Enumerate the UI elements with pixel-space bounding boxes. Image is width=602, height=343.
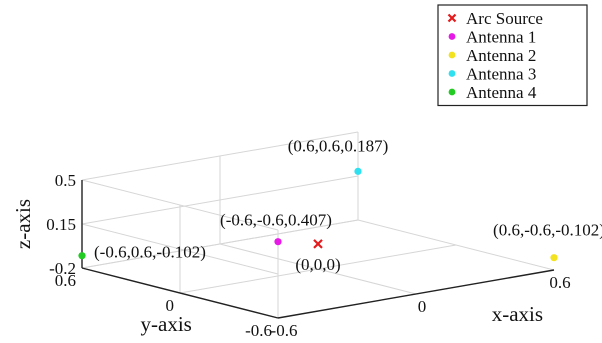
grid-line xyxy=(81,175,359,225)
legend-marker xyxy=(448,70,456,77)
legend-marker-cross xyxy=(447,13,457,23)
x-tick-label: 0 xyxy=(418,297,427,316)
z-axis-label: z-axis xyxy=(11,199,35,249)
x-axis-line xyxy=(277,269,555,319)
grid-line xyxy=(179,244,457,294)
tick-labels: -0.600.6-0.600.6-0.20.150.5 xyxy=(46,171,570,340)
point-label: (0,0,0) xyxy=(295,255,340,274)
y-axis-line xyxy=(81,267,279,319)
legend-marker xyxy=(448,51,456,59)
data-points: (0,0,0) (-0.6,-0.6,0.407) (0.6,-0.6,-0.102… xyxy=(78,136,602,274)
grid-line xyxy=(81,131,359,181)
legend-label: Antenna 2 xyxy=(466,46,536,65)
x-tick-label: 0.6 xyxy=(549,273,570,292)
point-label: (-0.6,-0.6,0.407) xyxy=(220,211,332,230)
legend-marker xyxy=(448,88,456,96)
legend-label: Antenna 3 xyxy=(466,65,536,84)
point-label: (-0.6,0.6,-0.102) xyxy=(94,243,206,262)
point-marker xyxy=(274,238,282,246)
x-axis-label: x-axis xyxy=(492,302,543,326)
point-marker xyxy=(550,254,558,262)
y-tick-label: -0.6 xyxy=(245,321,272,340)
grid-line xyxy=(81,179,279,231)
grid-line xyxy=(81,223,279,275)
z-tick-label: 0.15 xyxy=(46,215,76,234)
legend-label: Antenna 4 xyxy=(466,83,537,102)
axis-labels: x-axis y-axis z-axis xyxy=(11,199,543,336)
point-marker xyxy=(78,252,86,260)
point-marker xyxy=(354,167,362,175)
point-label: (0.6,-0.6,-0.102) xyxy=(493,221,602,240)
y-tick-label: 0.6 xyxy=(55,271,76,290)
legend-label: Arc Source xyxy=(466,9,543,28)
y-tick-label: 0 xyxy=(166,296,175,315)
point-marker-cross xyxy=(313,239,323,249)
legend-marker xyxy=(448,33,456,40)
z-tick-label: -0.2 xyxy=(49,259,76,278)
legend-label: Antenna 1 xyxy=(466,28,536,47)
legend-box xyxy=(437,4,588,107)
y-axis-label: y-axis xyxy=(141,312,192,336)
x-tick-label: -0.6 xyxy=(271,321,298,340)
grid-line xyxy=(81,219,359,269)
point-label: (0.6,0.6,0.187) xyxy=(288,136,389,155)
z-tick-label: 0.5 xyxy=(55,171,76,190)
